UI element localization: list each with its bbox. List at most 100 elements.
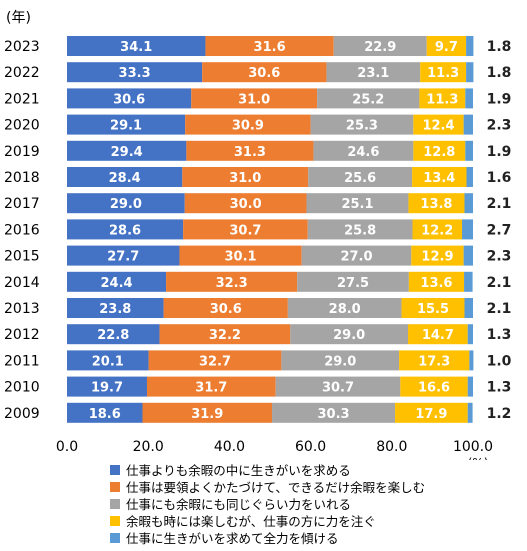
legend-item: 仕事よりも余暇の中に生きがいを求める (110, 461, 425, 478)
segment-value-label: 32.2 (209, 328, 241, 343)
bar-row: 2009 18.6 31.9 30.3 17.9 1.2 (4, 402, 511, 423)
bar-segment (67, 140, 187, 161)
segment-value-label: 25.3 (346, 119, 378, 134)
bar-segment (411, 245, 464, 266)
legend-label: 仕事にも余暇にも同じぐらい力をいれる (126, 497, 352, 512)
year-label: 2021 (4, 91, 40, 107)
legend-swatch (110, 515, 120, 526)
last-series-value-label: 2.1 (487, 301, 512, 317)
year-label: 2011 (4, 353, 40, 369)
segment-value-label: 32.7 (199, 354, 231, 369)
bar-segment (419, 88, 466, 109)
bar-segment (202, 62, 327, 83)
bar-segment (67, 350, 149, 371)
segment-value-label: 22.8 (97, 328, 129, 343)
bar-segment (67, 36, 206, 56)
segment-value-label: 30.7 (229, 223, 261, 238)
last-series-value-label: 1.8 (487, 39, 512, 55)
bar-segment (464, 193, 473, 214)
segment-value-label: 27.0 (340, 250, 372, 265)
last-series-value-label: 1.6 (487, 170, 512, 186)
last-series-value-label: 2.3 (487, 249, 512, 265)
bar-segment (395, 402, 468, 423)
bar-row: 2010 19.7 31.7 30.7 16.6 1.3 (4, 376, 511, 397)
bar-row: 2013 23.8 30.6 28.0 15.5 2.1 (4, 298, 511, 318)
bar-segment (463, 114, 473, 135)
segment-value-label: 34.1 (120, 40, 152, 55)
plot-area: 2023 34.1 31.6 22.9 9.7 1.8 2022 33.3 30.6 23.1 11… (4, 36, 512, 423)
segment-value-label: 11.3 (427, 66, 459, 81)
legend-item: 仕事は要領よくかたづけて、できるだけ余暇を楽しむ (110, 478, 425, 495)
segment-value-label: 28.4 (109, 171, 141, 186)
bar-row: 2021 30.6 31.0 25.2 11.3 1.9 (4, 88, 511, 109)
legend-item: 仕事に生きがいを求めて全力を傾ける (110, 529, 425, 546)
bar-row: 2017 29.0 30.0 25.1 13.8 2.1 (4, 193, 511, 214)
segment-value-label: 33.3 (119, 66, 151, 81)
last-series-value-label: 2.3 (487, 118, 512, 134)
segment-value-label: 30.9 (232, 119, 264, 134)
segment-value-label: 31.6 (254, 40, 286, 55)
bar-segment (464, 298, 473, 318)
bar-segment (159, 324, 291, 345)
bar-segment (67, 167, 183, 187)
segment-value-label: 20.1 (92, 354, 124, 369)
legend-swatch (110, 498, 120, 509)
bar-row: 2019 29.4 31.3 24.6 12.8 1.9 (4, 140, 511, 161)
segment-value-label: 17.3 (418, 354, 450, 369)
bar-segment (67, 88, 192, 109)
legend-swatch (110, 464, 120, 475)
year-label: 2018 (4, 170, 40, 186)
segment-value-label: 31.0 (229, 171, 261, 186)
bar-segment (186, 140, 314, 161)
bar-segment (413, 114, 464, 135)
bar-segment (179, 245, 302, 266)
bar-segment (462, 219, 473, 240)
year-label: 2022 (4, 65, 40, 81)
bar-segment (467, 324, 473, 345)
bar-segment (184, 193, 307, 214)
segment-value-label: 27.5 (337, 276, 369, 291)
segment-value-label: 25.6 (344, 171, 376, 186)
bar-segment (399, 350, 470, 371)
segment-value-label: 28.0 (329, 302, 361, 317)
bar-segment (333, 36, 427, 56)
bar-segment (466, 62, 474, 83)
bar-segment (400, 376, 468, 397)
x-tick-label: 0.0 (56, 439, 78, 455)
bar-segment (67, 62, 203, 83)
segment-value-label: 19.7 (91, 381, 123, 396)
segment-value-label: 13.8 (420, 197, 452, 212)
legend-label: 仕事は要領よくかたづけて、できるだけ余暇を楽しむ (126, 480, 426, 495)
bar-segment (469, 350, 474, 371)
bar-segment (67, 376, 147, 397)
x-tick-label: 40.0 (214, 439, 245, 455)
bar-segment (463, 245, 473, 266)
bar-segment (307, 219, 413, 240)
legend-item: 余暇も時には楽しむが、仕事の方に力を注ぐ (110, 512, 425, 529)
segment-value-label: 13.6 (420, 276, 452, 291)
segment-value-label: 29.0 (110, 197, 142, 212)
x-tick-label: 20.0 (133, 439, 164, 455)
legend: 仕事よりも余暇の中に生きがいを求める仕事は要領よくかたづけて、できるだけ余暇を楽… (110, 461, 425, 546)
segment-value-label: 31.7 (195, 381, 227, 396)
segment-value-label: 14.7 (422, 328, 454, 343)
segment-value-label: 12.2 (421, 223, 453, 238)
year-label: 2023 (4, 39, 40, 55)
segment-value-label: 28.6 (109, 223, 141, 238)
year-label: 2020 (4, 118, 40, 134)
bar-segment (426, 36, 467, 56)
bar-segment (163, 298, 288, 318)
bar-segment (408, 193, 465, 214)
segment-value-label: 15.5 (417, 302, 449, 317)
segment-value-label: 23.1 (357, 66, 389, 81)
segment-value-label: 32.3 (216, 276, 248, 291)
segment-value-label: 18.6 (89, 407, 121, 422)
segment-value-label: 30.3 (317, 407, 349, 422)
bar-row: 2015 27.7 30.1 27.0 12.9 2.3 (4, 245, 512, 266)
bar-segment (67, 271, 167, 292)
segment-value-label: 31.9 (191, 407, 223, 422)
bar-segment (308, 167, 413, 187)
legend-label: 仕事よりも余暇の中に生きがいを求める (126, 463, 351, 478)
segment-value-label: 12.9 (421, 250, 453, 265)
segment-value-label: 25.1 (341, 197, 373, 212)
